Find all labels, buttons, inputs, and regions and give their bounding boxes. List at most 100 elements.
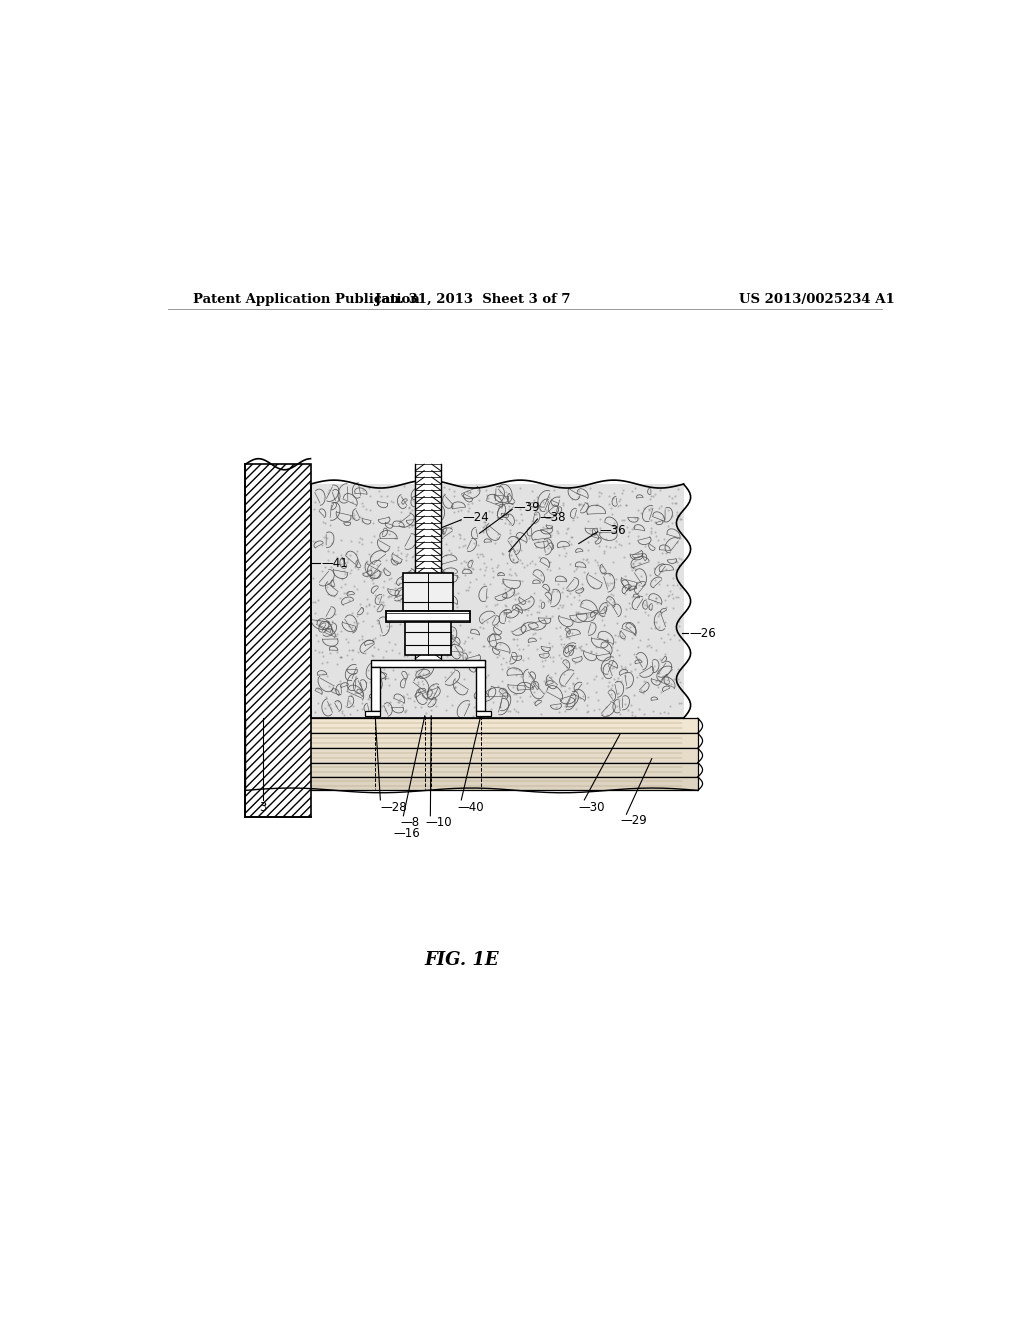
Point: [365, 688, 381, 709]
Point: [379, 486, 395, 507]
Point: [419, 503, 435, 524]
Point: [400, 496, 417, 517]
Point: [553, 634, 569, 655]
Point: [536, 682, 552, 704]
Point: [561, 677, 578, 698]
Point: [624, 705, 640, 726]
Point: [445, 657, 462, 678]
Point: [438, 627, 455, 648]
Point: [531, 500, 548, 521]
Point: [564, 673, 581, 694]
Point: [671, 630, 687, 651]
Point: [318, 528, 335, 549]
Point: [606, 624, 623, 645]
Point: [522, 685, 539, 706]
Point: [332, 671, 348, 692]
Point: [580, 510, 596, 531]
Point: [474, 544, 490, 565]
Point: [475, 698, 492, 719]
Point: [458, 552, 474, 573]
Point: [571, 688, 588, 709]
Point: [489, 676, 506, 697]
Point: [364, 531, 380, 552]
Point: [497, 512, 513, 533]
Point: [492, 634, 508, 655]
Point: [642, 488, 658, 510]
Point: [399, 663, 416, 684]
Bar: [404, 622, 451, 656]
Point: [434, 651, 451, 672]
Point: [389, 494, 406, 515]
Point: [474, 635, 490, 656]
Point: [372, 624, 388, 645]
Point: [340, 548, 356, 569]
Point: [616, 583, 633, 605]
Point: [414, 671, 430, 692]
Point: [315, 512, 332, 533]
Point: [401, 516, 418, 537]
Point: [370, 610, 386, 631]
Point: [545, 635, 561, 656]
Point: [494, 573, 510, 594]
Point: [419, 576, 435, 597]
Point: [600, 574, 616, 595]
Point: [366, 566, 382, 587]
Point: [498, 586, 514, 607]
Point: [478, 557, 495, 578]
Point: [604, 591, 621, 612]
Point: [571, 590, 588, 611]
Point: [413, 667, 429, 688]
Point: [511, 660, 527, 681]
Point: [621, 525, 637, 546]
Point: [374, 696, 390, 717]
Point: [673, 672, 689, 693]
Point: [378, 549, 394, 570]
Point: [397, 594, 414, 615]
Point: [623, 694, 639, 715]
Point: [435, 614, 452, 635]
Point: [550, 523, 566, 544]
Point: [443, 603, 460, 624]
Point: [641, 635, 657, 656]
Point: [605, 512, 622, 533]
Point: [671, 615, 687, 636]
Point: [476, 516, 493, 537]
Point: [464, 492, 480, 513]
Point: [570, 638, 587, 659]
Point: [462, 482, 478, 503]
Point: [427, 652, 443, 673]
Point: [422, 647, 438, 668]
Point: [413, 585, 429, 606]
Point: [497, 578, 513, 599]
Point: [569, 668, 586, 689]
Point: [337, 573, 353, 594]
Point: [512, 499, 528, 520]
Point: [420, 684, 436, 705]
Point: [616, 693, 633, 714]
Point: [532, 704, 549, 725]
Point: [478, 667, 495, 688]
Point: [511, 639, 527, 660]
Point: [578, 549, 594, 570]
Point: [490, 562, 507, 583]
Point: [406, 545, 422, 566]
Point: [577, 477, 593, 498]
Point: [672, 577, 688, 598]
Point: [415, 543, 431, 564]
Point: [562, 593, 579, 614]
Point: [643, 498, 659, 519]
Point: [396, 477, 413, 498]
Point: [361, 499, 378, 520]
Bar: [416, 465, 440, 659]
Point: [555, 536, 571, 557]
Point: [580, 495, 596, 516]
Point: [488, 593, 505, 614]
Point: [380, 569, 396, 590]
Point: [627, 659, 643, 680]
Point: [540, 519, 556, 540]
Point: [508, 701, 524, 722]
Point: [412, 574, 428, 595]
Point: [612, 535, 629, 556]
Point: [573, 593, 590, 614]
Point: [313, 642, 330, 663]
